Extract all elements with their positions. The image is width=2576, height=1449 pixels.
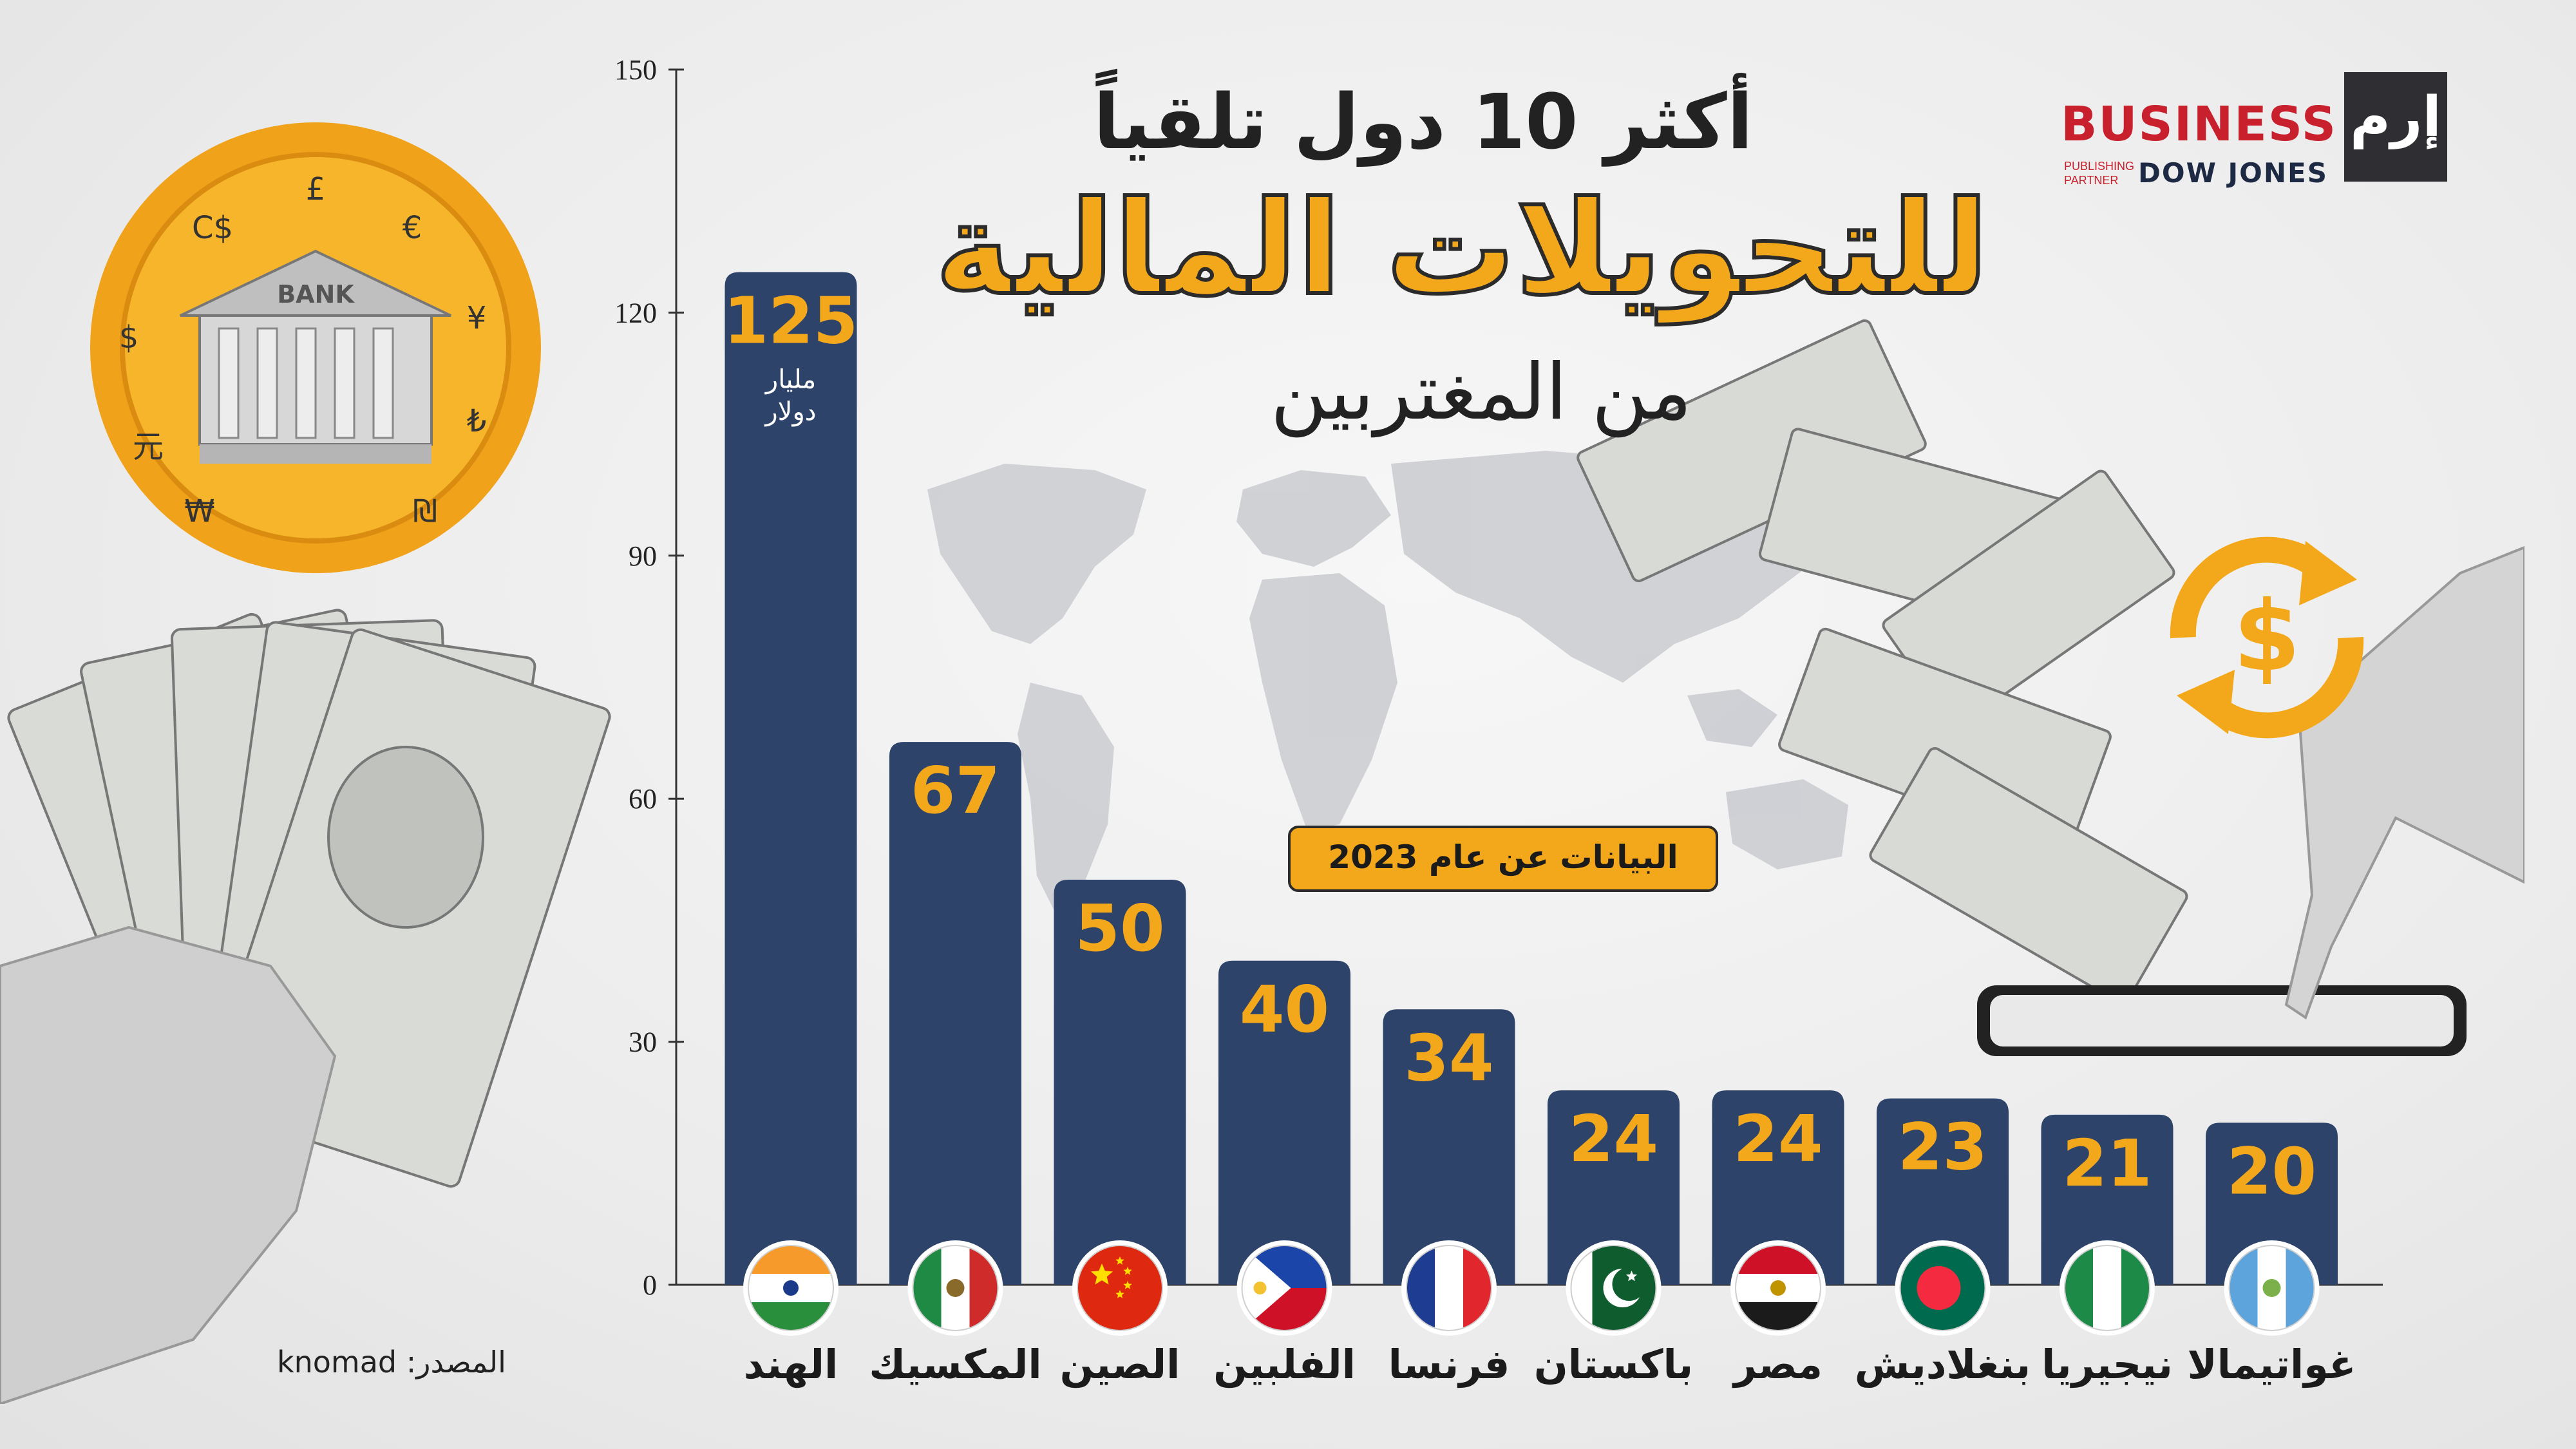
lira-icon: ₺ [467, 403, 487, 439]
partner-label: PARTNER [2064, 174, 2119, 187]
nigeria-flag-icon [2060, 1240, 2155, 1336]
euro-icon: € [402, 210, 422, 246]
bangladesh-flag-icon [1895, 1240, 1991, 1336]
pakistan-flag-icon [1566, 1240, 1662, 1336]
bar-value-label: 67 [911, 753, 1000, 828]
philippines-flag-icon [1236, 1240, 1332, 1336]
bar-value-label: 34 [1404, 1020, 1493, 1095]
bar-value-label: 125 [724, 283, 858, 359]
y-tick-label: 30 [629, 1027, 657, 1058]
bar [1712, 1090, 1844, 1285]
flying-banknotes-illustration [1577, 319, 2524, 1056]
erem-logo: إرم [2344, 72, 2447, 182]
category-label: المكسيك [869, 1341, 1041, 1388]
bar [2206, 1122, 2338, 1285]
y-tick-label: 120 [614, 297, 657, 328]
bar-value-label: 50 [1075, 891, 1164, 966]
bar-value-label: 40 [1240, 972, 1329, 1047]
bar [1548, 1090, 1680, 1285]
business-logo-text: BUSINESS [2061, 97, 2338, 152]
bar [2041, 1114, 2174, 1285]
data-year-badge: البيانات عن عام 2023 [1288, 826, 1718, 892]
unit-label: مليار [764, 365, 816, 395]
y-tick-label: 90 [629, 540, 657, 572]
bar [724, 272, 857, 1285]
dow-jones-label: DOW JONES [2138, 157, 2328, 189]
erem-logo-text: إرم [2349, 85, 2442, 149]
svg-text:$: $ [2233, 581, 2300, 693]
canadian-dollar-icon: C$ [192, 210, 233, 246]
category-label: نيجيريا [2041, 1341, 2173, 1388]
bar [1383, 1009, 1515, 1285]
bar-value-label: 23 [1898, 1110, 1987, 1185]
hand-with-banknotes-illustration [0, 609, 611, 1404]
dollar-icon: $ [119, 319, 139, 355]
france-flag-icon [1401, 1240, 1497, 1336]
category-label: الصين [1060, 1341, 1180, 1388]
yuan-icon: 元 [133, 429, 164, 465]
category-label: فرنسا [1388, 1341, 1510, 1388]
shekel-icon: ₪ [413, 493, 437, 529]
category-label: غواتيمالا [2187, 1341, 2356, 1388]
yen-icon: ¥ [467, 300, 487, 336]
pound-icon: £ [306, 171, 326, 207]
category-label: باكستان [1534, 1341, 1693, 1388]
bar-value-label: 20 [2227, 1133, 2316, 1209]
y-tick-label: 150 [614, 54, 657, 86]
bar [1054, 880, 1186, 1285]
guatemala-flag-icon [2224, 1240, 2320, 1336]
unit-label: دولار [764, 397, 816, 427]
source-note: المصدر: knomad [277, 1345, 506, 1379]
refresh-dollar-icon: $ [2170, 536, 2364, 739]
category-label: الفلبين [1213, 1341, 1356, 1388]
title-line-2: للتحويلات المالية [933, 172, 1989, 326]
publishing-label: PUBLISHING [2064, 160, 2135, 173]
bar [889, 742, 1021, 1285]
data-year-text: البيانات عن عام 2023 [1328, 838, 1678, 876]
mexico-flag-icon [907, 1240, 1003, 1336]
egypt-flag-icon [1730, 1240, 1826, 1336]
category-label: بنغلاديش [1855, 1341, 2031, 1388]
title-line-1: أكثر 10 دول تلقياً [1093, 77, 1754, 166]
bar-value-label: 24 [1569, 1101, 1658, 1177]
category-label: الهند [744, 1341, 838, 1388]
won-icon: ₩ [184, 493, 214, 529]
category-label: مصر [1732, 1341, 1823, 1388]
y-tick-label: 0 [643, 1269, 657, 1301]
bar-value-label: 24 [1733, 1101, 1823, 1177]
bank-sign: BANK [277, 280, 355, 308]
bar-value-label: 21 [2062, 1126, 2152, 1201]
china-flag-icon [1072, 1240, 1168, 1336]
bar [1218, 960, 1350, 1285]
india-flag-icon [743, 1240, 838, 1336]
y-tick-label: 60 [629, 783, 657, 815]
bank-coin-illustration: BANK £ € ¥ ₺ ₪ ₩ 元 $ C$ [90, 122, 541, 573]
title-line-3: من المغتربين [1270, 348, 1692, 437]
bar [1877, 1098, 2009, 1285]
